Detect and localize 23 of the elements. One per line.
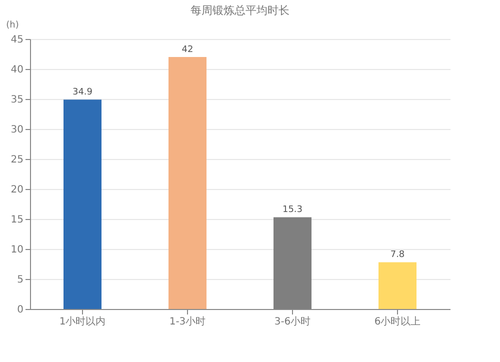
y-tick-label: 15 — [10, 214, 24, 226]
y-tick-label: 20 — [10, 184, 24, 196]
x-tick-label: 6小时以上 — [374, 316, 421, 328]
y-tick-label: 40 — [10, 64, 24, 76]
y-tick-label: 45 — [10, 34, 24, 46]
y-tick-label: 25 — [10, 154, 24, 166]
y-tick-label: 10 — [10, 244, 24, 256]
x-tick-label: 1-3小时 — [169, 316, 206, 328]
data-label: 34.9 — [72, 88, 93, 98]
y-tick-label: 0 — [17, 304, 24, 316]
data-label: 15.3 — [282, 205, 303, 216]
data-label: 42 — [182, 45, 194, 55]
bar — [168, 57, 206, 309]
data-label: 7.8 — [390, 250, 405, 260]
x-tick-label: 3-6小时 — [274, 316, 311, 328]
y-axis-title: (h) — [6, 20, 19, 30]
bar — [378, 262, 416, 309]
x-tick-label: 1小时以内 — [59, 316, 106, 328]
y-tick-label: 35 — [10, 94, 24, 106]
chart-title: 每周锻炼总平均时长 — [190, 4, 290, 17]
y-tick-label: 30 — [10, 124, 24, 136]
y-tick-label: 5 — [17, 274, 24, 286]
bar — [64, 100, 102, 309]
